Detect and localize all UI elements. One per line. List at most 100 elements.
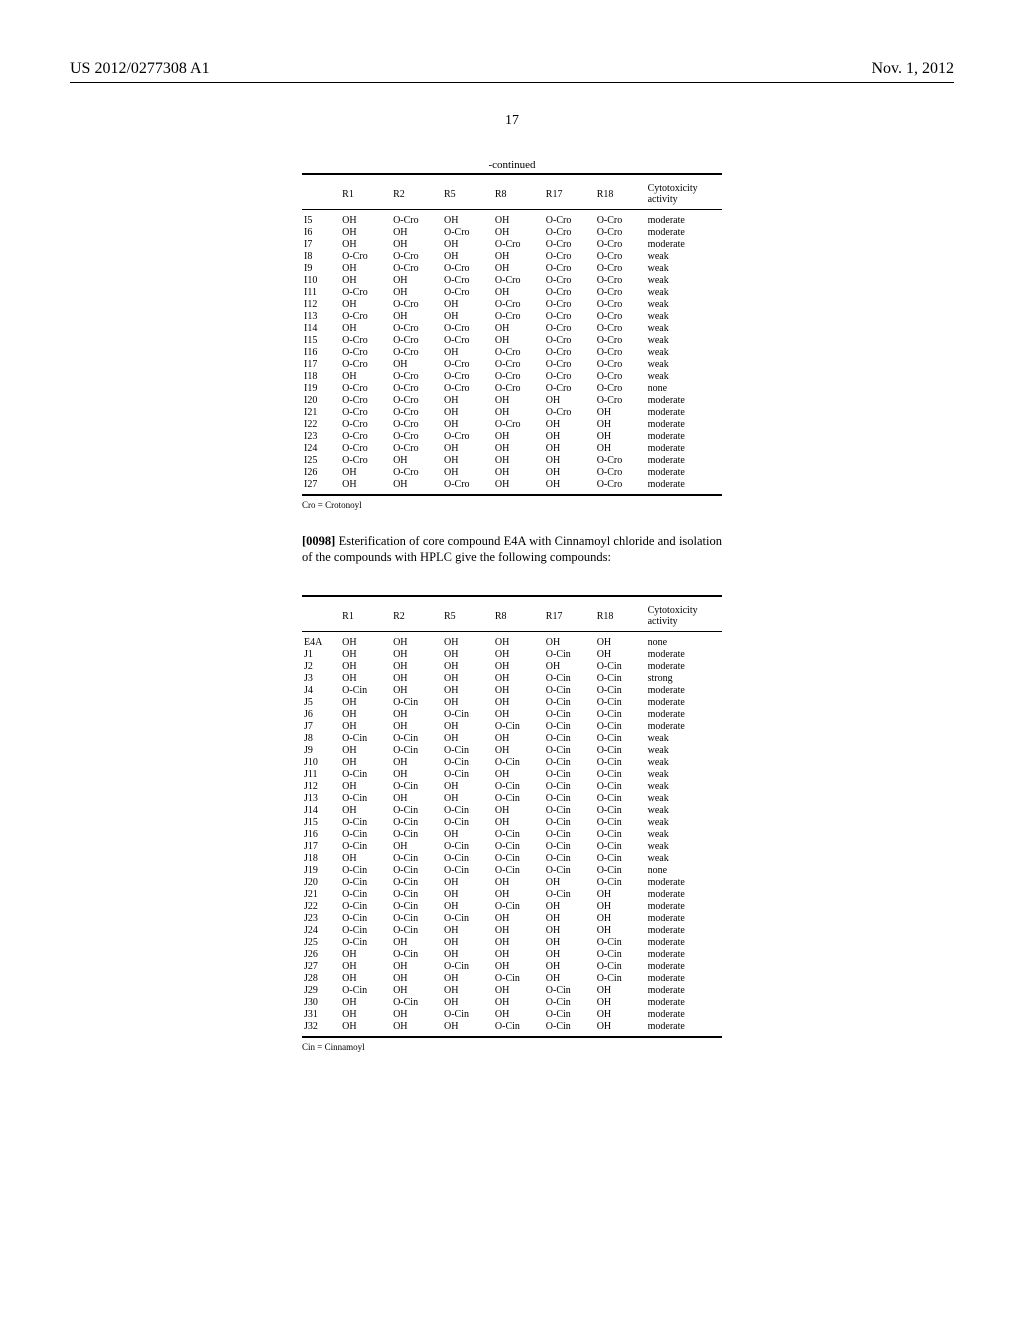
table-cell: OH xyxy=(442,250,493,262)
table-cell: OH xyxy=(340,972,391,984)
table-cell: O-Cro xyxy=(391,262,442,274)
table-cell: moderate xyxy=(646,684,722,696)
table-cell: OH xyxy=(391,660,442,672)
table-cell: OH xyxy=(340,660,391,672)
table-cell: moderate xyxy=(646,418,722,430)
table-row: J19O-CinO-CinO-CinO-CinO-CinO-Cinnone xyxy=(302,864,722,876)
publication-date: Nov. 1, 2012 xyxy=(871,60,954,78)
table-cell: O-Cro xyxy=(391,442,442,454)
table-cell: O-Cin xyxy=(442,960,493,972)
table-cell: I22 xyxy=(302,418,340,430)
table-cell: O-Cin xyxy=(544,864,595,876)
table-cell: O-Cro xyxy=(340,346,391,358)
table-cell: OH xyxy=(391,792,442,804)
table-cell: OH xyxy=(493,250,544,262)
table-cell: O-Cro xyxy=(340,250,391,262)
table-cell: OH xyxy=(442,888,493,900)
table-cell: O-Cro xyxy=(595,214,646,226)
table-cell: O-Cin xyxy=(442,744,493,756)
table-cell: O-Cin xyxy=(493,756,544,768)
table-row: I12OHO-CroOHO-CroO-CroO-Croweak xyxy=(302,298,722,310)
table-cell: OH xyxy=(442,406,493,418)
table-cell: none xyxy=(646,382,722,394)
table-column-header: R8 xyxy=(493,597,544,632)
table-cell: OH xyxy=(493,768,544,780)
table-cell: O-Cin xyxy=(340,984,391,996)
table-cell: J1 xyxy=(302,648,340,660)
table-cell: OH xyxy=(340,466,391,478)
table-row: J9OHO-CinO-CinOHO-CinO-Cinweak xyxy=(302,744,722,756)
table-cell: OH xyxy=(442,298,493,310)
table-cell: moderate xyxy=(646,442,722,454)
table-2-container: R1R2R5R8R17R18Cytotoxicityactivity E4AOH… xyxy=(302,595,722,1076)
table-cell: J19 xyxy=(302,864,340,876)
table-cell: O-Cro xyxy=(595,274,646,286)
table-cell: moderate xyxy=(646,960,722,972)
table-cell: O-Cin xyxy=(544,816,595,828)
table-cell: O-Cin xyxy=(595,708,646,720)
table-cell: OH xyxy=(391,238,442,250)
table-cell: J15 xyxy=(302,816,340,828)
table-cell: OH xyxy=(340,1020,391,1032)
table-cell: O-Cin xyxy=(493,792,544,804)
table-row: J10OHOHO-CinO-CinO-CinO-Cinweak xyxy=(302,756,722,768)
table-cell: O-Cin xyxy=(544,996,595,1008)
table-cell: O-Cro xyxy=(391,382,442,394)
table-cell: O-Cin xyxy=(442,756,493,768)
table-cell: J31 xyxy=(302,1008,340,1020)
table-cell: O-Cin xyxy=(544,684,595,696)
table-cell: O-Cin xyxy=(595,720,646,732)
table-cell: OH xyxy=(442,924,493,936)
table-cell: O-Cin xyxy=(340,816,391,828)
table-cell: O-Cin xyxy=(391,816,442,828)
table-cell: O-Cin xyxy=(544,852,595,864)
table-cell: J3 xyxy=(302,672,340,684)
table-cell: O-Cro xyxy=(544,334,595,346)
table-row: J25O-CinOHOHOHOHO-Cinmoderate xyxy=(302,936,722,948)
table-cell: OH xyxy=(442,310,493,322)
table-cell: O-Cro xyxy=(442,262,493,274)
table-cell: OH xyxy=(442,984,493,996)
table-cell: moderate xyxy=(646,936,722,948)
table-cell: O-Cro xyxy=(391,214,442,226)
table-cell: O-Cin xyxy=(391,828,442,840)
table-row: I24O-CroO-CroOHOHOHOHmoderate xyxy=(302,442,722,454)
table-cell: I20 xyxy=(302,394,340,406)
table-column-header: R2 xyxy=(391,175,442,210)
table-cell: O-Cin xyxy=(595,780,646,792)
table-cell: OH xyxy=(340,214,391,226)
table-cell: J23 xyxy=(302,912,340,924)
table-cell: OH xyxy=(544,936,595,948)
table-cell: moderate xyxy=(646,466,722,478)
table-cell: OH xyxy=(595,1020,646,1032)
table-cell: OH xyxy=(391,972,442,984)
table-cell: strong xyxy=(646,672,722,684)
table-cell: O-Cro xyxy=(544,214,595,226)
table-cell: I11 xyxy=(302,286,340,298)
table-column-header xyxy=(302,175,340,210)
table-cell: O-Cro xyxy=(340,334,391,346)
table-cell: J16 xyxy=(302,828,340,840)
table-cell: O-Cin xyxy=(544,780,595,792)
table-cell: OH xyxy=(442,936,493,948)
table-cell: I10 xyxy=(302,274,340,286)
table-cell: moderate xyxy=(646,924,722,936)
table-cell: O-Cin xyxy=(493,852,544,864)
table-row: I14OHO-CroO-CroOHO-CroO-Croweak xyxy=(302,322,722,334)
table-cell: weak xyxy=(646,298,722,310)
table-cell: OH xyxy=(493,672,544,684)
table-cell: OH xyxy=(493,996,544,1008)
table-column-header: R17 xyxy=(544,597,595,632)
patent-page: US 2012/0277308 A1 Nov. 1, 2012 17 -cont… xyxy=(0,0,1024,1320)
table-cell: OH xyxy=(493,804,544,816)
table-cell: I6 xyxy=(302,226,340,238)
table-cell: O-Cro xyxy=(493,346,544,358)
table-cell: OH xyxy=(391,1020,442,1032)
table-cell: I19 xyxy=(302,382,340,394)
table-cell: O-Cin xyxy=(340,924,391,936)
table-row: J24O-CinO-CinOHOHOHOHmoderate xyxy=(302,924,722,936)
table-cell: OH xyxy=(340,948,391,960)
table-column-header: Cytotoxicityactivity xyxy=(646,175,722,210)
table-row: J22O-CinO-CinOHO-CinOHOHmoderate xyxy=(302,900,722,912)
table-cell: O-Cro xyxy=(442,322,493,334)
